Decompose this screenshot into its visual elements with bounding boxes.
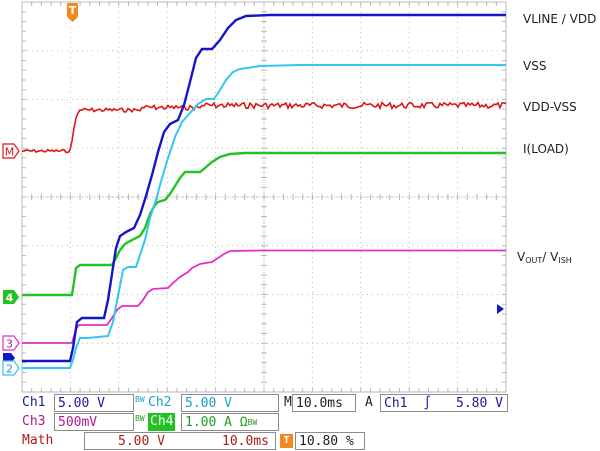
trigger-position-icon: T	[280, 434, 293, 448]
math-scale: 5.00 V	[118, 434, 165, 449]
math-ref-marker[interactable]: M	[2, 143, 20, 159]
trigger-position-value[interactable]: 10.80 %	[295, 432, 365, 450]
trigger-marker-label: T	[69, 4, 77, 17]
ch3-trace	[22, 249, 506, 344]
ch2-bw-mark: BW	[135, 395, 145, 404]
label-vdd-vss: VDD-VSS	[523, 100, 577, 114]
math-trace	[21, 100, 507, 154]
ch2-name[interactable]: Ch2	[148, 395, 172, 410]
ch2-trace	[22, 64, 506, 369]
trigger-slope-icon: ∫	[423, 396, 432, 411]
trigger-level-arrow-icon[interactable]	[497, 304, 504, 314]
status-bar: Ch1 5.00 V BW Ch2 5.00 V M 10.0ms A Ch1 …	[0, 393, 600, 451]
ch2-scale[interactable]: 5.00 V	[181, 394, 279, 412]
ch3-ref-marker-label: 3	[6, 338, 13, 351]
ch3-ref-marker[interactable]: 3	[2, 335, 20, 351]
ch4-bw-mark: BW	[135, 414, 145, 423]
ch1-trace	[22, 13, 506, 363]
math-time: 10.0ms	[222, 434, 269, 449]
ch4-scale-value: 1.00 A Ω	[185, 415, 248, 430]
math-settings[interactable]: 5.00 V 10.0ms	[84, 432, 276, 450]
ch2-ref-marker[interactable]: 2	[2, 360, 20, 376]
ch3-scale[interactable]: 500mV	[54, 413, 134, 431]
math-ref-marker-label: M	[5, 146, 15, 159]
ch4-ref-marker[interactable]: 4	[3, 290, 19, 305]
graticule	[21, 1, 507, 393]
math-name[interactable]: Math	[22, 433, 54, 448]
ch1-name[interactable]: Ch1	[22, 395, 46, 410]
label-vout-vish: VOUT/ VISH	[517, 250, 572, 265]
ch2-ref-marker-label: 2	[6, 363, 13, 376]
trigger-source: Ch1	[384, 396, 408, 411]
trigger-readout[interactable]: Ch1 ∫ 5.80 V	[380, 394, 508, 412]
label-iload: I(LOAD)	[523, 142, 569, 156]
trigger-position-icon-label: T	[283, 435, 290, 446]
ch4-scale-bw: BW	[247, 418, 258, 427]
ch1-scale[interactable]: 5.00 V	[54, 394, 134, 412]
ch4-name[interactable]: Ch4	[148, 413, 176, 431]
trigger-position-marker[interactable]: T	[67, 3, 78, 22]
timebase-label: M	[284, 395, 292, 410]
ch4-ref-marker-label: 4	[6, 292, 14, 305]
label-vline-vdd: VLINE / VDD	[523, 12, 596, 26]
trigger-level: 5.80 V	[456, 396, 503, 411]
ch3-name[interactable]: Ch3	[22, 414, 46, 429]
ch4-scale[interactable]: 1.00 A ΩBW	[181, 413, 279, 431]
timebase-value[interactable]: 10.0ms	[292, 394, 356, 412]
acquisition-mode: A	[365, 395, 373, 410]
label-vss: VSS	[523, 59, 546, 73]
